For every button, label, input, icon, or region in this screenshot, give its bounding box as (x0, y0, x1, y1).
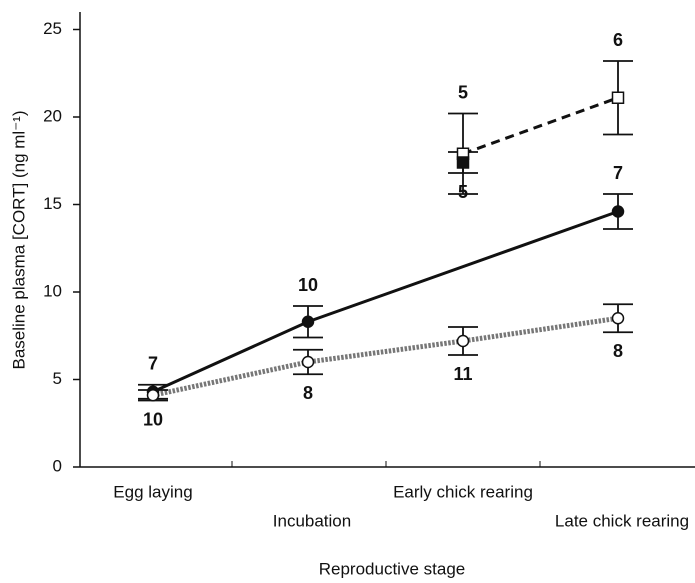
y-tick-label: 10 (43, 281, 62, 300)
point (456, 156, 470, 169)
y-tick-label: 20 (43, 106, 62, 125)
point (456, 334, 470, 348)
series-line (152, 210, 619, 394)
x-tick-label: Egg laying (113, 482, 192, 501)
sample-size: 6 (613, 30, 623, 50)
point (611, 91, 625, 104)
y-tick-label: 5 (53, 369, 62, 388)
sample-size: 10 (298, 275, 318, 295)
sample-size: 8 (613, 341, 623, 361)
series-line (152, 315, 619, 398)
sample-size: 8 (303, 383, 313, 403)
y-tick-label: 15 (43, 194, 62, 213)
point (301, 315, 315, 328)
sample-size: 10 (143, 409, 163, 429)
y-tick-label: 0 (53, 456, 62, 475)
x-tick-label: Late chick rearing (555, 511, 689, 530)
sample-size: 7 (613, 163, 623, 183)
y-tick-label: 25 (43, 19, 62, 38)
point (611, 205, 625, 218)
sample-size: 5 (458, 182, 468, 202)
point (146, 389, 160, 402)
point (611, 312, 625, 325)
sample-size: 5 (458, 82, 468, 102)
sample-size: 7 (148, 354, 158, 374)
series-line (462, 96, 619, 156)
sample-size: 11 (453, 364, 472, 384)
point (301, 355, 315, 369)
x-axis-label: Reproductive stage (319, 559, 465, 578)
y-axis-label: Baseline plasma [CORT] (ng ml⁻¹) (9, 110, 28, 369)
x-tick-label: Early chick rearing (393, 482, 533, 501)
x-tick-label: Incubation (273, 511, 351, 530)
